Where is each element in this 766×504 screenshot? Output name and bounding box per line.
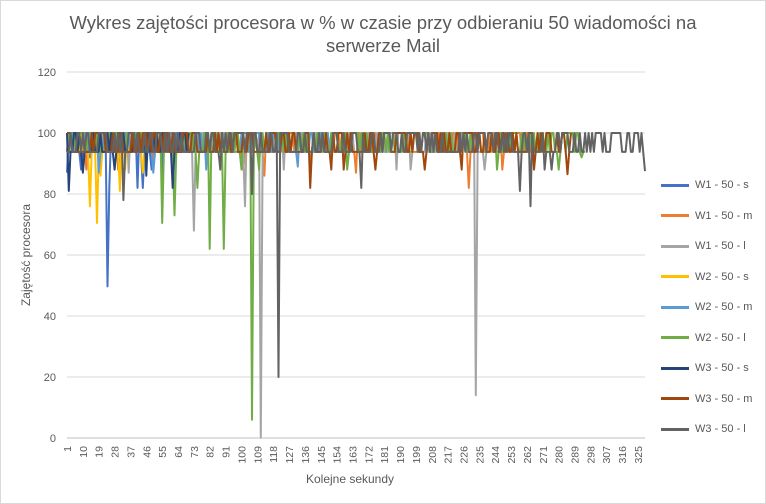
x-tick-label: 19 (94, 446, 106, 458)
series-lines (66, 132, 646, 439)
x-tick-label: 64 (173, 446, 185, 458)
legend-item: W2 - 50 - s (661, 269, 761, 285)
x-tick-label: 82 (205, 446, 217, 458)
legend-swatch (661, 427, 689, 431)
x-tick-label: 172 (363, 446, 375, 464)
x-tick-label: 208 (427, 446, 439, 464)
x-tick-label: 244 (490, 446, 502, 464)
x-tick-label: 316 (617, 446, 629, 464)
legend-item: W1 - 50 - s (661, 177, 761, 193)
x-tick-label: 226 (459, 446, 471, 464)
x-tick-label: 253 (506, 446, 518, 464)
x-tick-label: 163 (348, 446, 360, 464)
x-tick-label: 46 (141, 446, 153, 458)
x-tick-label: 118 (268, 446, 280, 463)
legend-swatch (661, 214, 689, 217)
x-tick-label: 73 (189, 446, 201, 458)
x-tick-label: 271 (538, 446, 550, 464)
x-tick-label: 289 (570, 446, 582, 464)
chart-title-line-2: serwerze Mail (325, 35, 441, 56)
x-tick-label: 181 (379, 446, 391, 464)
y-tick-label: 100 (38, 128, 56, 140)
x-tick-label: 10 (78, 446, 90, 458)
legend-swatch (661, 244, 689, 248)
x-tick-label: 154 (332, 446, 344, 464)
legend-item: W1 - 50 - m (661, 208, 761, 224)
legend-item: W2 - 50 - m (661, 299, 761, 315)
x-tick-label: 1 (62, 446, 74, 452)
legend-swatch (661, 305, 689, 309)
legend-swatch (661, 183, 689, 187)
x-tick-label: 100 (237, 446, 249, 464)
gridlines: 0 20 40 60 80 100 120 (38, 67, 645, 445)
x-tick-label: 325 (633, 446, 645, 464)
legend-swatch (661, 366, 689, 370)
x-tick-label: 280 (554, 446, 566, 464)
x-tick-label: 37 (125, 446, 137, 458)
x-tick-label: 262 (522, 446, 534, 464)
legend-label: W1 - 50 - l (695, 240, 746, 252)
legend-label: W3 - 50 - s (695, 362, 749, 374)
y-tick-label: 40 (44, 311, 56, 323)
x-tick-label: 109 (252, 446, 264, 464)
x-tick-label: 127 (284, 446, 296, 464)
y-tick-label: 80 (44, 189, 56, 201)
legend-label: W2 - 50 - s (695, 270, 749, 283)
legend-item: W3 - 50 - m (661, 391, 761, 407)
legend-item: W1 - 50 - l (661, 238, 761, 254)
x-tick-label: 235 (474, 446, 486, 464)
x-tick-label: 199 (411, 446, 423, 464)
legend-swatch (661, 336, 689, 339)
legend-item: W2 - 50 - l (661, 330, 761, 346)
y-axis-label: Zajętość procesora (19, 203, 33, 307)
y-tick-label: 120 (38, 67, 56, 79)
legend-label: W2 - 50 - m (695, 301, 753, 313)
y-tick-label: 20 (44, 372, 56, 384)
x-tick-label: 28 (110, 446, 122, 458)
x-tick-label: 307 (601, 446, 613, 464)
x-tick-label: 136 (300, 446, 312, 464)
x-tick-label: 190 (395, 446, 407, 464)
legend-item: W3 - 50 - l (661, 421, 761, 437)
y-tick-label: 60 (44, 250, 56, 262)
x-tick-label: 298 (585, 446, 597, 464)
legend-swatch (661, 397, 689, 400)
legend-label: W1 - 50 - s (695, 179, 749, 191)
chart-title-line-1: Wykres zajętości procesora w % w czasie … (69, 12, 697, 33)
legend-label: W2 - 50 - l (695, 331, 746, 344)
y-tick-label: 0 (50, 433, 56, 445)
legend-label: W3 - 50 - m (695, 392, 753, 405)
x-tick-label: 217 (443, 446, 455, 464)
x-tick-label: 145 (316, 446, 328, 464)
legend-item: W3 - 50 - s (661, 360, 761, 376)
legend-label: W1 - 50 - m (695, 209, 753, 222)
series-line-9 (67, 132, 646, 378)
x-axis-label: Kolejne sekundy (305, 472, 395, 486)
axes: 1 10 19 28 37 46 55 64 73 82 91 100 109 118 127 136 145 1… (62, 437, 645, 464)
legend-swatch (661, 275, 689, 278)
x-tick-label: 55 (157, 446, 169, 458)
x-tick-label: 91 (221, 446, 233, 458)
legend-label: W3 - 50 - l (695, 423, 746, 435)
